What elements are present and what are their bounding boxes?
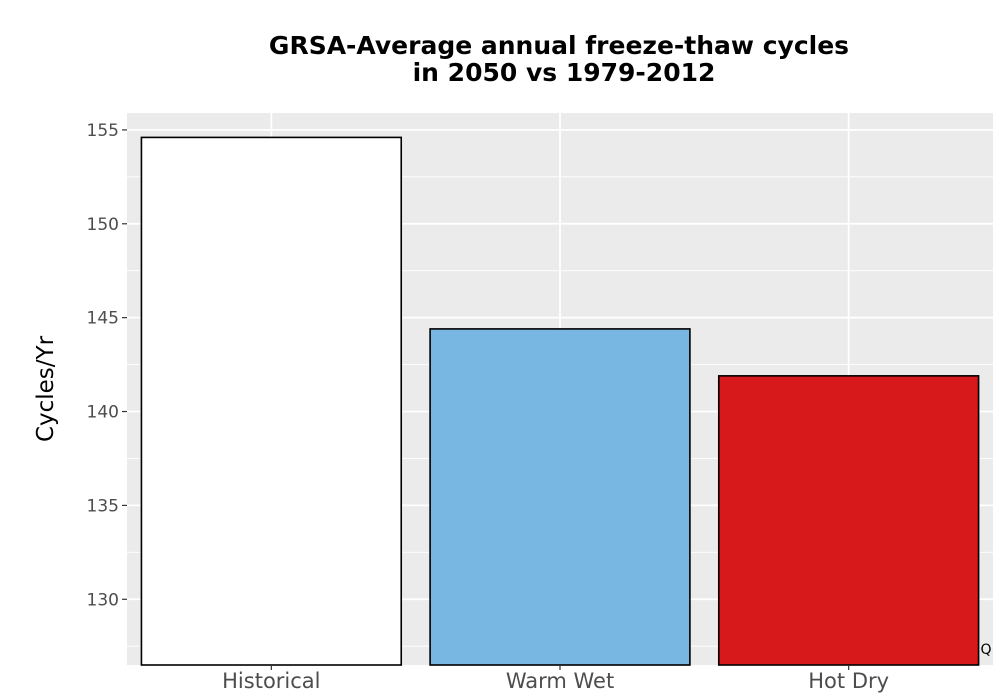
chart-title-line-1: GRSA-Average annual freeze-thaw cycles (269, 31, 849, 60)
y-tick-label: 135 (87, 496, 119, 516)
corner-mark: Q (980, 642, 991, 658)
y-tick-label: 130 (87, 590, 119, 610)
y-tick-label: 155 (87, 121, 119, 141)
y-tick-label: 140 (87, 403, 119, 423)
bar-warm-wet (429, 328, 691, 666)
x-axis: Historical Warm Wet Hot Dry (222, 665, 889, 693)
bar-hot-dry (717, 375, 980, 666)
x-tick-label-hot-dry: Hot Dry (808, 669, 889, 693)
y-tick-label: 150 (87, 215, 119, 235)
x-tick-label-warm-wet: Warm Wet (506, 669, 614, 693)
bar-historical (140, 136, 403, 666)
y-tick-label: 145 (87, 309, 119, 329)
chart-title-line-2: in 2050 vs 1979-2012 (413, 58, 716, 87)
y-axis: 130 135 140 145 150 155 (87, 121, 127, 610)
y-axis-title: Cycles/Yr (33, 335, 59, 442)
bars (140, 136, 980, 666)
x-tick-label-historical: Historical (222, 669, 320, 693)
